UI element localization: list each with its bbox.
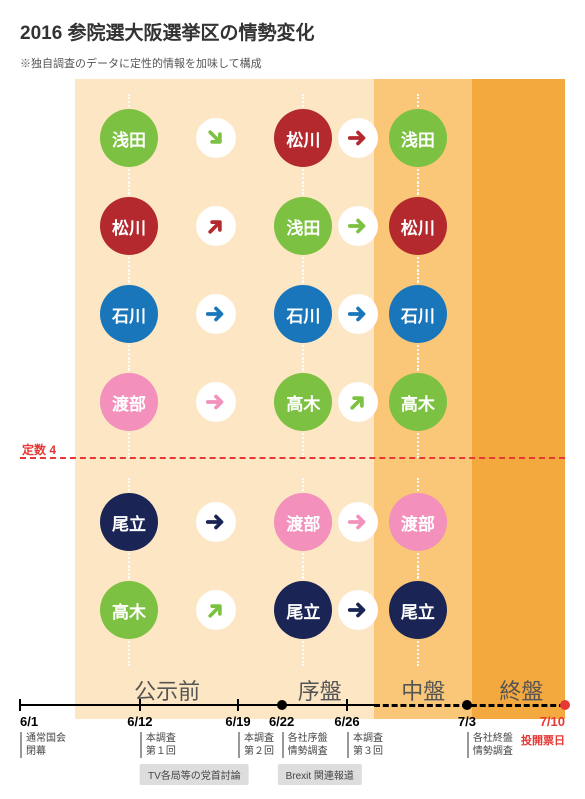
candidate-circle: 尾立 <box>100 493 158 551</box>
timeline-note: 本調査第２回 <box>238 732 274 758</box>
phase-band <box>472 79 565 719</box>
candidate-circle: 高木 <box>274 373 332 431</box>
timeline-dot <box>277 700 287 710</box>
timeline-note: 通常国会閉幕 <box>20 732 66 758</box>
chart-area: 浅田松川浅田 松川浅田松川 石川石川石川 渡部高木高木 尾立渡部渡部 高木尾立尾… <box>20 79 565 719</box>
trend-arrow-icon <box>196 382 236 422</box>
timeline-date: 6/19 <box>225 714 250 729</box>
candidate-circle: 渡部 <box>100 373 158 431</box>
timeline-tick <box>139 699 141 711</box>
quota-line <box>20 457 565 459</box>
timeline-pill: TV各局等の党首討論 <box>140 764 249 785</box>
candidate-circle: 浅田 <box>389 109 447 167</box>
timeline-dot <box>462 700 472 710</box>
candidate-circle: 尾立 <box>274 581 332 639</box>
candidate-circle: 浅田 <box>100 109 158 167</box>
timeline-pill: Brexit 関連報道 <box>278 764 362 785</box>
candidate-circle: 尾立 <box>389 581 447 639</box>
trend-arrow-icon <box>338 382 378 422</box>
page-subtitle: ※独自調査のデータに定性的情報を加味して構成 <box>20 55 262 71</box>
trend-arrow-icon <box>196 206 236 246</box>
candidate-circle: 石川 <box>389 285 447 343</box>
timeline-note: 本調査第１回 <box>140 732 176 758</box>
timeline-date: 7/3 <box>458 714 476 729</box>
timeline-note: 本調査第３回 <box>347 732 383 758</box>
timeline-note: 各社終盤情勢調査 <box>467 732 513 758</box>
timeline-date: 6/12 <box>127 714 152 729</box>
candidate-circle: 渡部 <box>389 493 447 551</box>
trend-arrow-icon <box>196 294 236 334</box>
trend-arrow-icon <box>196 118 236 158</box>
timeline-date: 6/1 <box>20 714 38 729</box>
candidate-circle: 石川 <box>100 285 158 343</box>
timeline-note: 各社序盤情勢調査 <box>282 732 328 758</box>
candidate-circle: 浅田 <box>274 197 332 255</box>
trend-arrow-icon <box>338 590 378 630</box>
timeline-date: 7/10 <box>540 714 565 729</box>
candidate-circle: 松川 <box>389 197 447 255</box>
timeline-dot <box>560 700 570 710</box>
timeline: 6/1 通常国会閉幕 6/12 本調査第１回 6/19 本調査第２回 6/22 各社序盤情勢調… <box>20 696 565 791</box>
quota-label: 定数 4 <box>22 441 56 458</box>
timeline-tick <box>346 699 348 711</box>
trend-arrow-icon <box>338 294 378 334</box>
timeline-tick <box>237 699 239 711</box>
candidate-circle: 松川 <box>100 197 158 255</box>
timeline-date: 6/22 <box>269 714 294 729</box>
header: 2016 参院選大阪選挙区の情勢変化 ※独自調査のデータに定性的情報を加味して構… <box>0 0 585 79</box>
trend-arrow-icon <box>338 118 378 158</box>
trend-arrow-icon <box>196 590 236 630</box>
trend-arrow-icon <box>196 502 236 542</box>
timeline-date: 6/26 <box>334 714 359 729</box>
candidate-circle: 渡部 <box>274 493 332 551</box>
candidate-circle: 石川 <box>274 285 332 343</box>
page-title: 2016 参院選大阪選挙区の情勢変化 <box>20 18 315 45</box>
trend-arrow-icon <box>338 206 378 246</box>
timeline-tick <box>19 699 21 711</box>
candidate-circle: 松川 <box>274 109 332 167</box>
timeline-vote-label: 投開票日 <box>521 732 565 748</box>
timeline-axis <box>20 704 374 706</box>
candidate-circle: 高木 <box>389 373 447 431</box>
candidate-circle: 高木 <box>100 581 158 639</box>
trend-arrow-icon <box>338 502 378 542</box>
